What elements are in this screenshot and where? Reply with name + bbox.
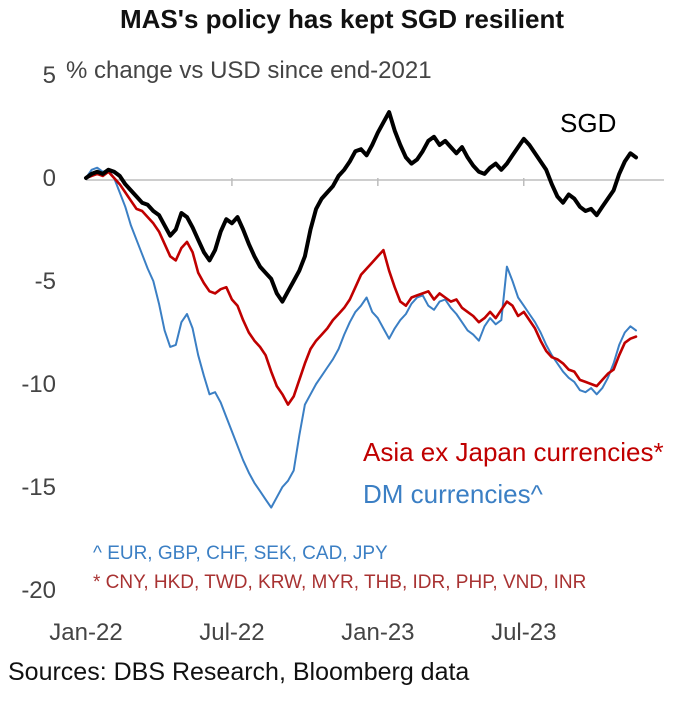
sgd-line [84,110,638,304]
footnote-dm-currencies: ^ EUR, GBP, CHF, SEK, CAD, JPY [93,543,388,564]
y-tick-label: 0 [43,165,56,192]
legend-asia-ex-japan: Asia ex Japan currencies* [363,437,664,467]
y-tick-label: -5 [35,268,56,295]
y-tick-label: -10 [21,371,56,398]
y-tick-label: 5 [43,62,56,89]
series-lines [84,110,638,509]
y-axis-title: % change vs USD since end-2021 [66,57,432,84]
x-axis-ticks: Jan-22 Jul-22 Jan-23 Jul-23 [49,178,556,646]
dm-currencies-line [85,166,637,509]
footnote-asia-currencies: * CNY, HKD, TWD, KRW, MYR, THB, IDR, PHP… [93,572,586,593]
chart-title: MAS's policy has kept SGD resilient [120,4,564,34]
y-axis-ticks: 5 0 -5 -10 -15 -20 [21,62,56,604]
x-tick-label: Jan-22 [49,619,122,646]
x-tick-label: Jul-22 [199,619,264,646]
asia-ex-japan-line [84,170,638,406]
legend-dm-currencies: DM currencies^ [363,479,544,509]
x-tick-label: Jul-23 [491,619,556,646]
source-note: Sources: DBS Research, Bloomberg data [8,658,470,686]
legend-sgd: SGD [560,108,616,138]
y-tick-label: -20 [21,577,56,604]
y-tick-label: -15 [21,474,56,501]
x-tick-label: Jan-23 [341,619,414,646]
